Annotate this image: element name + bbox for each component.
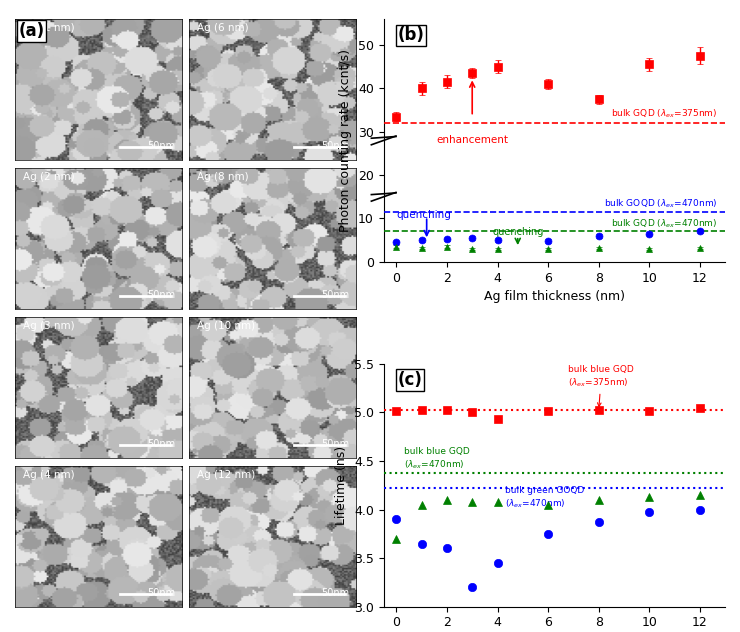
X-axis label: Ag film thickness (nm): Ag film thickness (nm) [484, 290, 625, 303]
Text: Ag (4 nm): Ag (4 nm) [23, 470, 75, 480]
Text: bulk green GOQD
($\lambda_{ex}$=470nm): bulk green GOQD ($\lambda_{ex}$=470nm) [505, 486, 585, 509]
Text: 50nm: 50nm [147, 439, 175, 449]
Y-axis label: Lifetime (ns): Lifetime (ns) [335, 446, 349, 525]
Text: Ag (10 nm): Ag (10 nm) [198, 321, 255, 331]
Text: enhancement: enhancement [437, 135, 509, 145]
Text: Ag (1 nm): Ag (1 nm) [23, 23, 75, 33]
Text: 50nm: 50nm [321, 141, 349, 151]
Text: bulk GOQD ($\lambda_{ex}$=470nm): bulk GOQD ($\lambda_{ex}$=470nm) [604, 198, 718, 210]
Y-axis label: Photon counting rate (kcnt/s): Photon counting rate (kcnt/s) [340, 49, 352, 232]
Text: 50nm: 50nm [321, 290, 349, 300]
Text: bulk GQD ($\lambda_{ex}$=470nm): bulk GQD ($\lambda_{ex}$=470nm) [611, 217, 718, 230]
Text: (c): (c) [397, 371, 423, 389]
Text: Ag (12 nm): Ag (12 nm) [198, 470, 255, 480]
Text: bulk blue GQD
($\lambda_{ex}$=470nm): bulk blue GQD ($\lambda_{ex}$=470nm) [404, 447, 470, 471]
Text: (a): (a) [18, 22, 44, 40]
Text: Ag (8 nm): Ag (8 nm) [198, 173, 249, 182]
Text: Ag (2 nm): Ag (2 nm) [23, 173, 75, 182]
Text: Ag (3 nm): Ag (3 nm) [23, 321, 75, 331]
Text: quenching: quenching [397, 210, 451, 221]
Text: Ag (6 nm): Ag (6 nm) [198, 23, 249, 33]
Text: (b): (b) [397, 27, 424, 44]
Text: bulk GQD ($\lambda_{ex}$=375nm): bulk GQD ($\lambda_{ex}$=375nm) [611, 107, 718, 119]
Text: 50nm: 50nm [147, 141, 175, 151]
Text: bulk blue GQD
($\lambda_{ex}$=375nm): bulk blue GQD ($\lambda_{ex}$=375nm) [568, 365, 634, 406]
Text: 50nm: 50nm [147, 290, 175, 300]
Text: quenching: quenching [492, 228, 544, 238]
Text: 50nm: 50nm [147, 588, 175, 599]
Text: 50nm: 50nm [321, 588, 349, 599]
Text: 50nm: 50nm [321, 439, 349, 449]
